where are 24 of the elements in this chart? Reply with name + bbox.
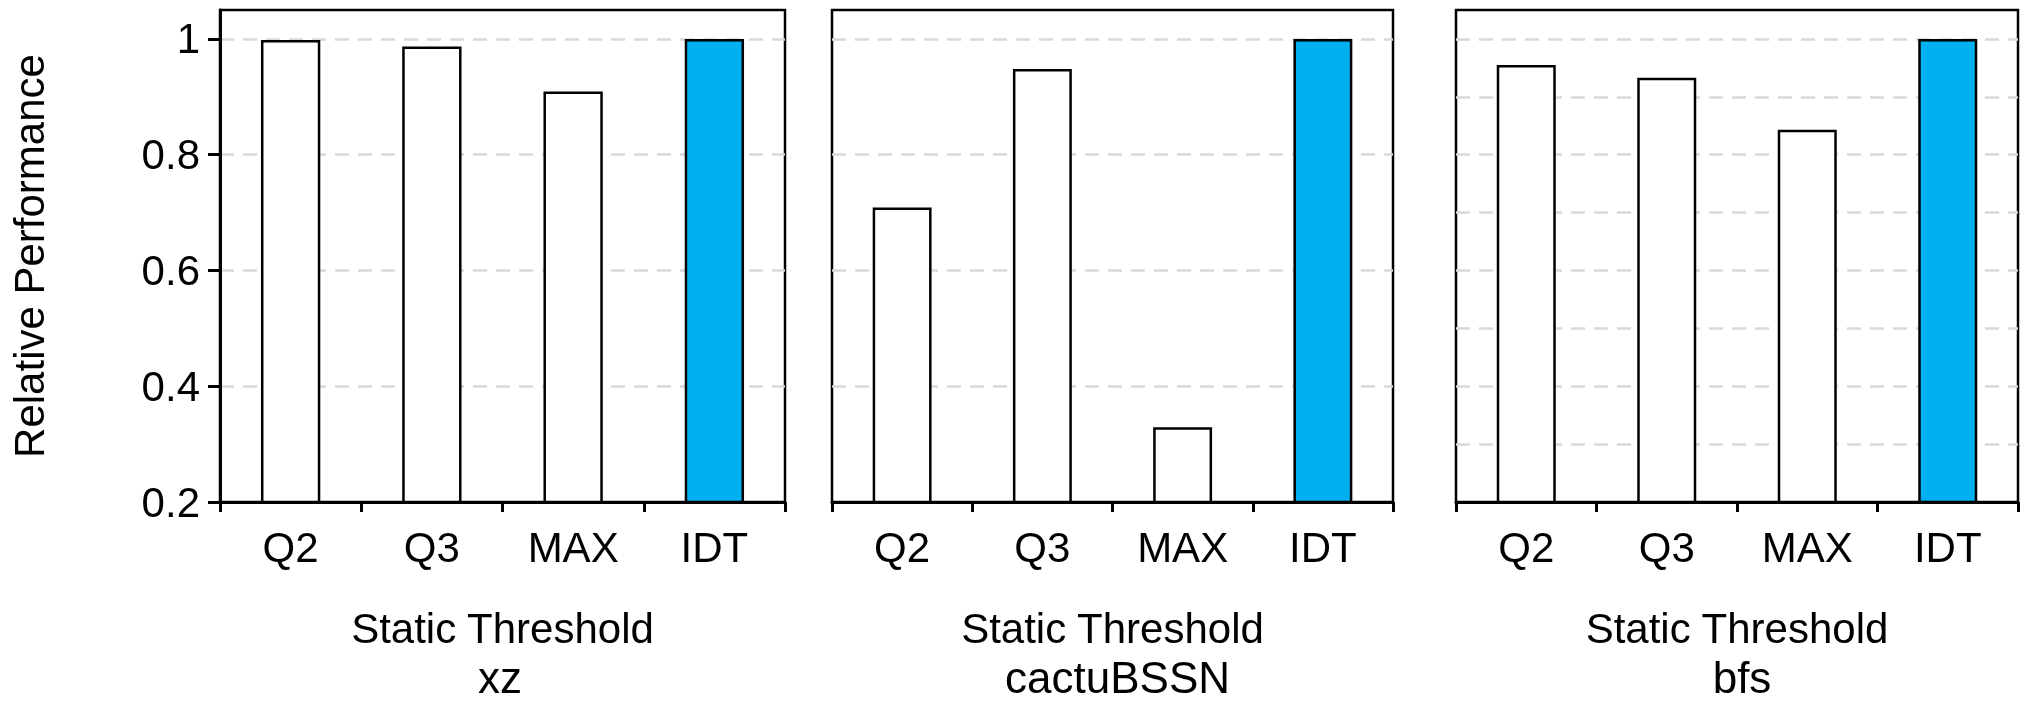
y-tick-label: 0.6 xyxy=(141,246,200,294)
y-tick-label: 0.4 xyxy=(141,362,200,410)
x-tick-label: Q3 xyxy=(1014,523,1071,571)
text: bfs xyxy=(1712,652,1772,701)
x-tick-label: IDT xyxy=(1913,523,1982,571)
y-tick-label: 1 xyxy=(176,15,200,63)
text: xz xyxy=(478,652,522,701)
x-tick-label: MAX xyxy=(1761,523,1853,571)
x-tick-label: Q2 xyxy=(262,523,319,571)
text: cactuBSSN xyxy=(1005,652,1230,701)
y-tick-label: 0.2 xyxy=(141,478,200,526)
x-axis-title: Static Threshold xyxy=(961,604,1264,652)
y-axis-title: Relative Performance xyxy=(5,54,53,458)
x-tick-label: Q3 xyxy=(1638,523,1695,571)
x-tick-label: IDT xyxy=(680,523,749,571)
y-tick-label: 0.8 xyxy=(141,131,200,179)
x-tick-label: IDT xyxy=(1289,523,1357,571)
x-axis-title: Static Threshold xyxy=(1585,604,1889,652)
x-tick-label: Q2 xyxy=(1498,523,1555,571)
x-tick-label: Q2 xyxy=(874,523,931,571)
x-tick-label: MAX xyxy=(527,523,619,571)
x-tick-label: MAX xyxy=(1137,523,1229,571)
x-axis-title: Static Threshold xyxy=(351,604,654,652)
x-tick-label: Q3 xyxy=(403,523,460,571)
